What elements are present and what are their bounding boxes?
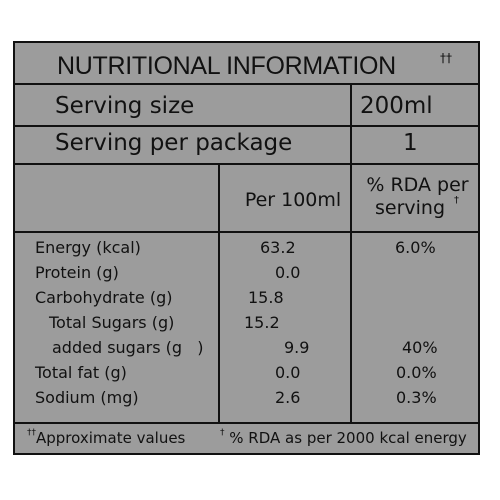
per100-header: Per 100ml [244,189,342,211]
nutrient-name: Energy (kcal) [35,238,141,257]
nutrient-name: Sodium (mg) [35,388,139,407]
nutrient-name: added sugars (g ) [52,338,204,357]
nutrient-per100: 63.2 [260,238,296,257]
nutrient-per100: 0.0 [275,263,301,282]
nutrient-rda: 0.3% [396,388,437,407]
nutrient-per100: 9.9 [284,338,310,357]
footer-right-mark: † [220,428,225,438]
nutrient-per100: 15.2 [244,313,280,332]
nutrient-name: Total fat (g) [35,363,127,382]
footer-left-text: Approximate values [36,429,186,447]
divider [15,83,478,85]
column-divider [350,83,352,163]
footer-right-text: % RDA as per 2000 kcal energy [229,429,467,447]
rda-header-line1: % RDA per [366,174,469,196]
serving-per-package-label: Serving per package [55,130,293,156]
nutrient-rda: 6.0% [395,238,436,257]
divider [15,422,478,424]
nutrient-name: Total Sugars (g) [49,313,175,332]
footer-right: † % RDA as per 2000 kcal energy [220,428,467,447]
column-divider [350,163,352,424]
nutrient-name: Carbohydrate (g) [35,288,173,307]
title-approx-mark: †† [440,51,452,65]
nutrient-per100: 15.8 [248,288,284,307]
nutrient-rda: 40% [402,338,438,357]
panel-title: NUTRITIONAL INFORMATION [57,52,396,80]
column-divider [218,163,220,424]
divider [15,125,478,127]
nutrition-panel: NUTRITIONAL INFORMATION †† Serving size … [13,41,480,455]
rda-header-mark: † [454,195,459,206]
footer-left: ††Approximate values [27,428,186,447]
serving-per-package-value: 1 [403,130,418,156]
nutrient-per100: 0.0 [275,363,301,382]
divider [15,163,478,165]
serving-size-value: 200ml [360,93,433,119]
divider [15,231,478,233]
nutrient-per100: 2.6 [275,388,301,407]
nutrient-rda: 0.0% [396,363,437,382]
serving-size-label: Serving size [55,93,195,119]
footer-left-mark: †† [27,428,36,438]
nutrient-name: Protein (g) [35,263,119,282]
rda-header-line2: serving [374,197,446,219]
